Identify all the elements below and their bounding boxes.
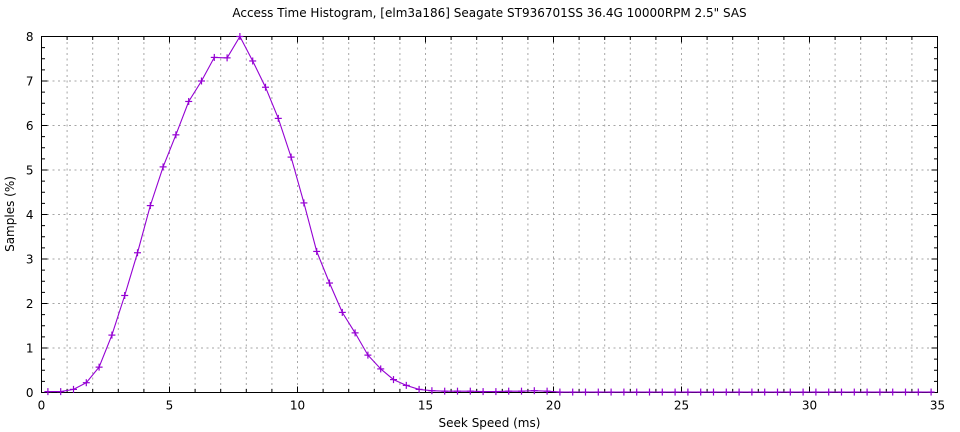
y-tick-label: 0	[26, 386, 34, 400]
x-tick-label: 5	[166, 399, 174, 413]
x-tick-label: 10	[290, 399, 305, 413]
plot-border	[41, 36, 938, 393]
data-line	[47, 35, 932, 393]
y-tick-label: 1	[26, 342, 34, 356]
y-tick-label: 5	[26, 164, 34, 178]
y-tick-label: 8	[26, 30, 34, 44]
y-tick-label: 4	[26, 208, 34, 222]
x-tick-label: 25	[674, 399, 689, 413]
x-tick-label: 30	[802, 399, 817, 413]
chart-title: Access Time Histogram, [elm3a186] Seagat…	[232, 6, 747, 20]
y-tick-label: 3	[26, 253, 34, 267]
x-tick-label: 0	[38, 399, 46, 413]
x-tick-label: 15	[418, 399, 433, 413]
y-tick-label: 2	[26, 297, 34, 311]
x-tick-label: 20	[546, 399, 561, 413]
x-axis-label: Seek Speed (ms)	[438, 416, 541, 430]
x-tick-label: 35	[930, 399, 945, 413]
y-tick-label: 6	[26, 119, 34, 133]
y-tick-label: 7	[26, 75, 34, 89]
